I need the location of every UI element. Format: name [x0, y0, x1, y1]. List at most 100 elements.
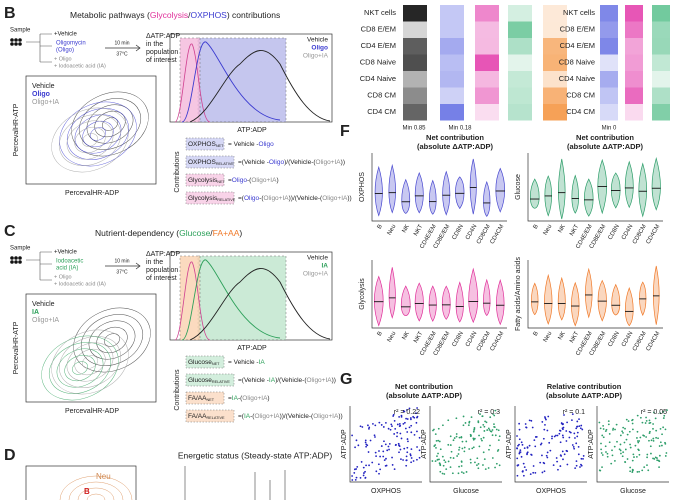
scatter-dot — [493, 426, 496, 429]
scatter-dot — [544, 416, 546, 418]
scatter-dot — [447, 460, 450, 463]
label: ATP:ADP — [237, 345, 267, 352]
scatter-dot — [558, 429, 561, 432]
scatter-dot — [456, 455, 459, 457]
scatter-dot — [469, 461, 472, 464]
scatter-dot — [356, 465, 359, 468]
scatter-dot — [570, 419, 573, 422]
heat-cell — [600, 54, 618, 71]
text-part: Nutrient-dependency ( — [95, 228, 179, 238]
scatter-dot — [614, 460, 616, 462]
scatter-dot — [652, 427, 654, 430]
scatter-dot — [441, 424, 444, 427]
scatter-dot — [464, 422, 467, 424]
scatter-dot — [351, 434, 354, 437]
contour — [96, 326, 128, 354]
scatter-dot — [410, 431, 413, 434]
shade-net — [197, 255, 287, 341]
row-label: NKT cells — [364, 8, 396, 17]
contour — [82, 133, 98, 147]
scatter-dot — [601, 454, 604, 456]
scatter-dot — [482, 451, 485, 454]
heat-cell — [440, 71, 464, 88]
scatter-dot — [461, 440, 464, 443]
scatter-dot — [402, 459, 404, 461]
scatter-dot — [548, 441, 551, 444]
violin — [428, 179, 437, 215]
heat-cell — [403, 71, 427, 88]
scatter-dot — [580, 457, 583, 460]
scatter-dot — [491, 429, 494, 431]
equation-rhs: = Vehicle -IA — [228, 359, 265, 366]
scatter-dot — [650, 452, 652, 455]
scatter-dot — [437, 427, 440, 430]
equation-name: GlucoseRELATIVE — [188, 377, 230, 384]
scatter-dot — [546, 456, 549, 459]
scatter-dot — [408, 407, 411, 410]
scatter-dot — [442, 464, 445, 467]
scatter-dot — [636, 414, 639, 417]
scatter-dot — [418, 449, 421, 452]
scatter-dot — [562, 426, 565, 429]
category-label: NK — [557, 224, 566, 234]
plot-title: (absolute ΔATP:ADP) — [546, 391, 623, 400]
scatter-dot — [465, 471, 468, 473]
text-part: FA+AA — [213, 228, 240, 238]
equation-name: GlycolysisNET — [188, 177, 226, 184]
arrow — [105, 44, 141, 52]
scatter-dot — [573, 447, 576, 450]
hist-curve — [189, 268, 331, 341]
heat-cell — [600, 71, 618, 88]
scatter-dot — [371, 461, 374, 464]
contour — [59, 475, 133, 500]
scatter-dot — [659, 412, 662, 415]
scatter-dot — [375, 470, 378, 473]
violin — [584, 178, 594, 217]
scatter-dot — [604, 430, 607, 433]
text-part: ) contributions — [227, 10, 280, 20]
axis — [514, 406, 587, 483]
category-label: Neu — [387, 331, 398, 344]
scatter-dot — [468, 421, 471, 424]
scatter-dot — [465, 440, 468, 443]
heat-cell — [475, 104, 499, 121]
scatter-dot — [452, 439, 455, 442]
scatter-dot — [405, 455, 408, 458]
violin — [483, 278, 491, 317]
scatter-dot — [645, 416, 647, 419]
violin — [544, 273, 553, 325]
category-label: CD8N — [607, 331, 620, 348]
scatter-dot — [598, 469, 601, 472]
scatter-dot — [643, 466, 646, 469]
scatter-dot — [407, 440, 409, 443]
scatter-dot — [451, 472, 454, 475]
y-label: ATP:ADP — [588, 429, 595, 459]
scatter-dot — [607, 423, 610, 426]
scatter-dot — [600, 452, 603, 454]
label: Oligo+IA — [32, 99, 59, 106]
scatter-dot — [412, 460, 415, 462]
category-label: CD4N — [621, 331, 634, 348]
scatter-dot — [638, 453, 641, 456]
scatter-dot — [563, 453, 566, 456]
scatter-dot — [476, 464, 478, 467]
label: PercevalHR-ATP — [13, 321, 20, 374]
row-label: NKT cells — [563, 8, 595, 17]
scatter-dot — [638, 440, 641, 442]
scatter-dot — [645, 436, 648, 438]
contour — [64, 354, 96, 382]
cell-icon — [14, 260, 18, 264]
eq-part: Oligo+IA — [322, 195, 348, 202]
eq-box — [185, 137, 225, 151]
scatter-dot — [543, 428, 546, 431]
scatter-dot — [602, 424, 605, 427]
eq-name: FA/AA — [188, 395, 207, 402]
shade-glyco — [179, 255, 201, 341]
label: 37°C — [116, 51, 128, 57]
scatter-dot — [387, 445, 390, 448]
category-label: NK — [557, 331, 566, 341]
scatter-dot — [600, 448, 603, 451]
scatter-dot — [447, 443, 450, 446]
scatter-dot — [468, 448, 471, 450]
row-label: CD4 E/EM — [560, 41, 595, 50]
